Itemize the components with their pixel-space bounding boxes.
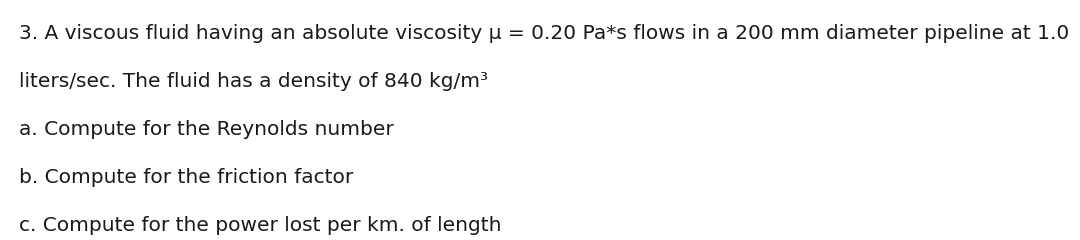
- Text: a. Compute for the Reynolds number: a. Compute for the Reynolds number: [19, 120, 394, 139]
- Text: c. Compute for the power lost per km. of length: c. Compute for the power lost per km. of…: [19, 216, 502, 235]
- Text: liters/sec. The fluid has a density of 840 kg/m³: liters/sec. The fluid has a density of 8…: [19, 72, 488, 91]
- Text: 3. A viscous fluid having an absolute viscosity μ = 0.20 Pa*s flows in a 200 mm : 3. A viscous fluid having an absolute vi…: [19, 24, 1069, 43]
- Text: b. Compute for the friction factor: b. Compute for the friction factor: [19, 168, 353, 187]
